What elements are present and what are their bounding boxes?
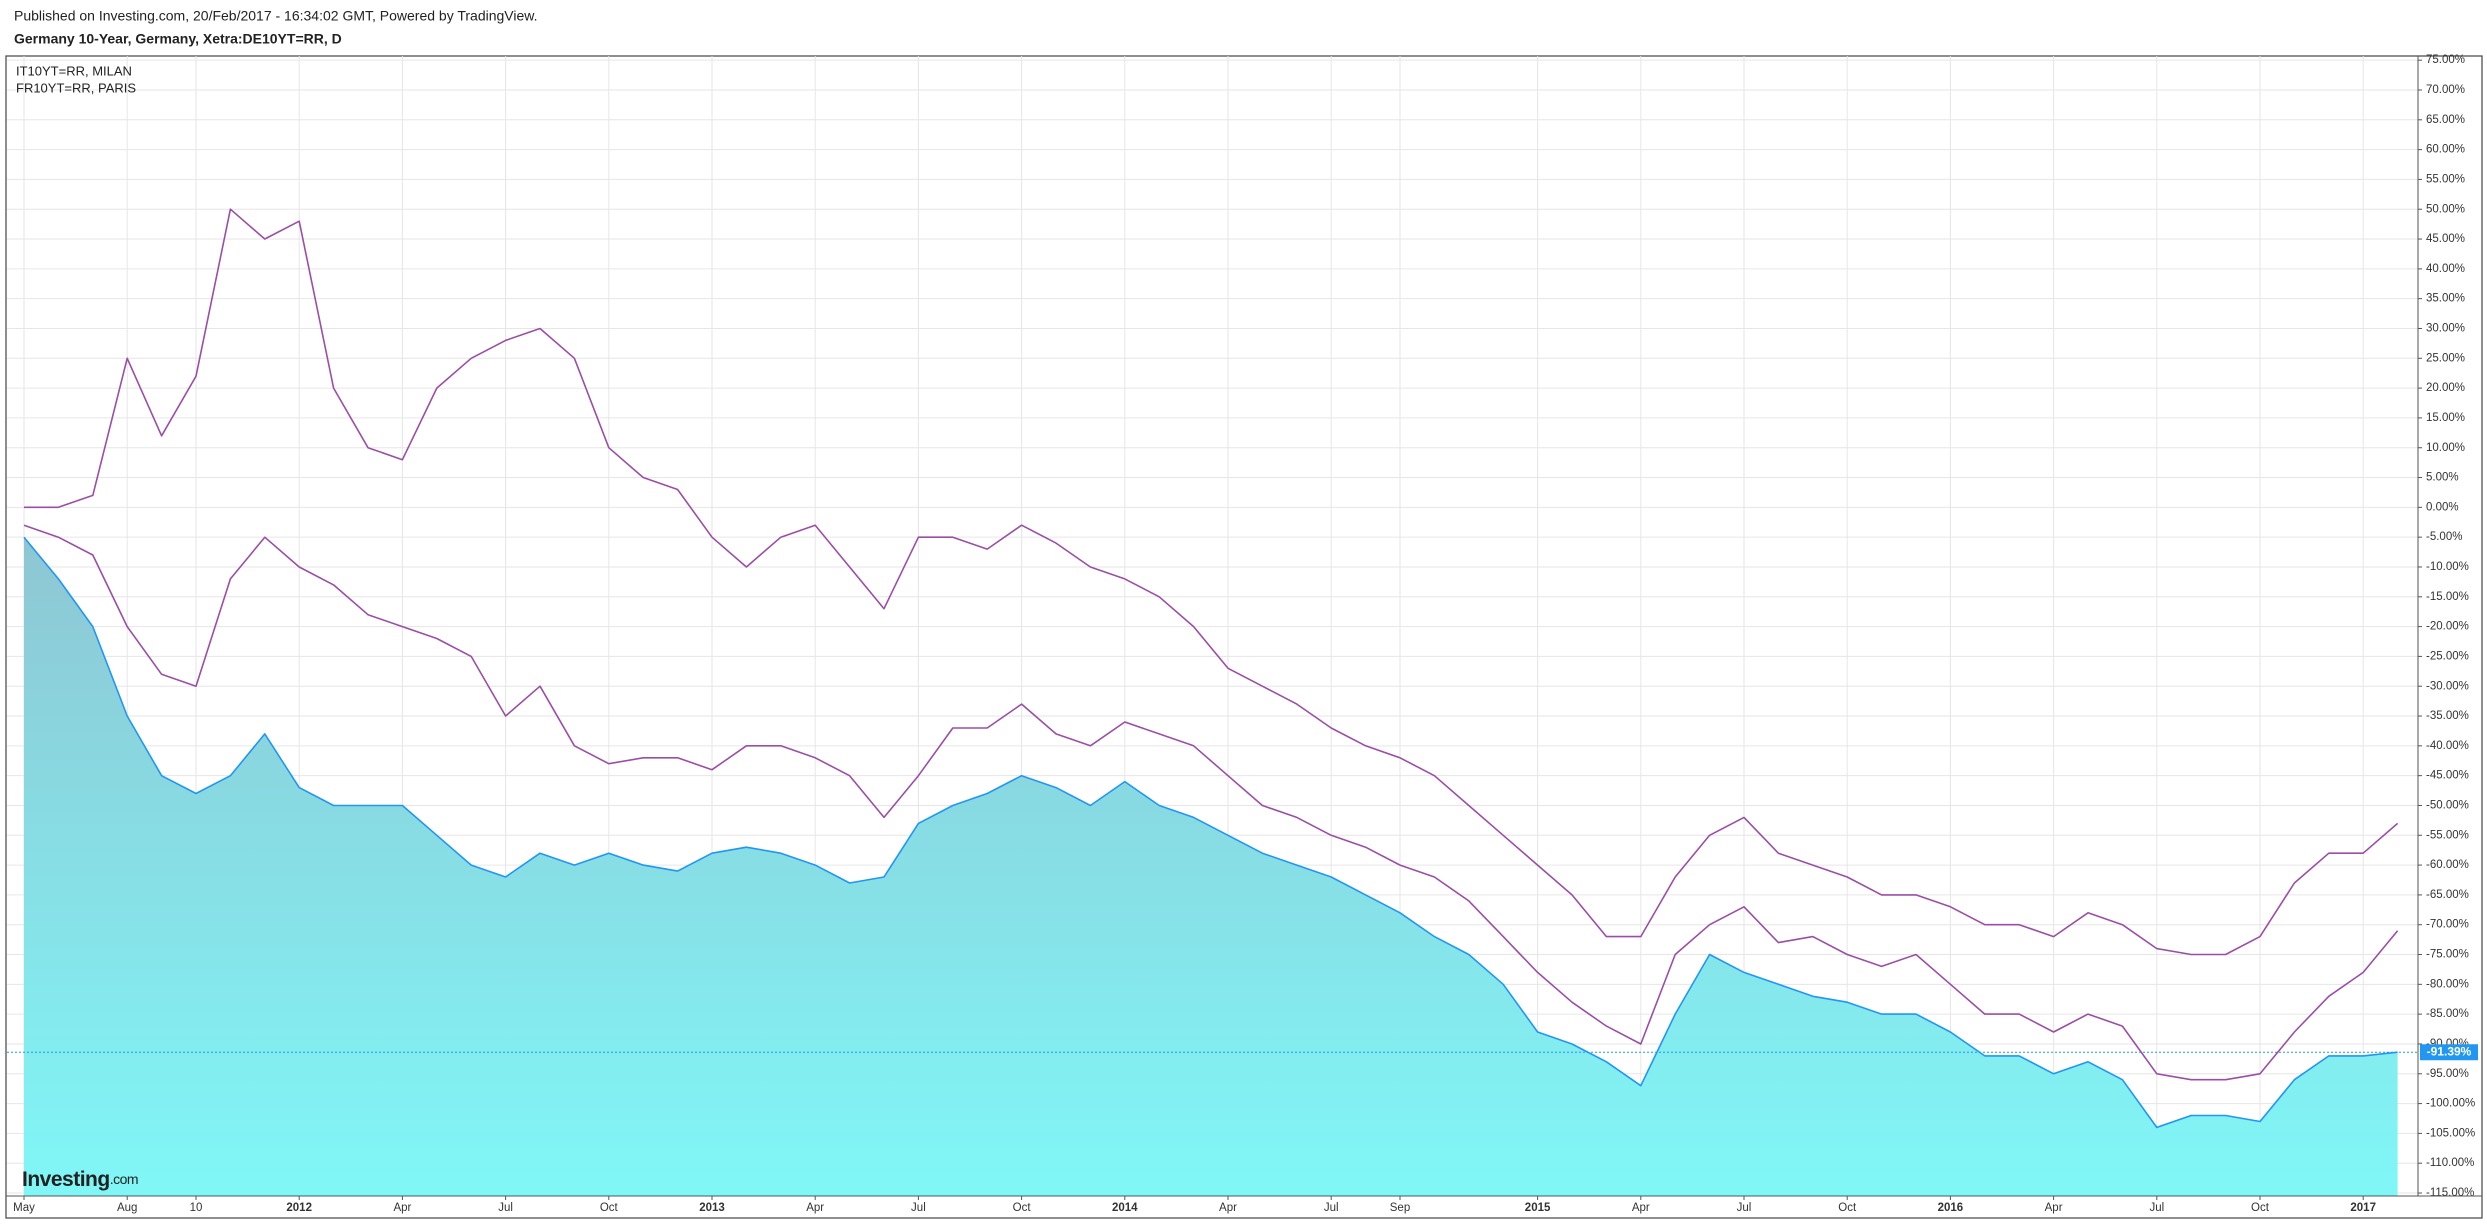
x-tick-label: Jul: [498, 1202, 513, 1214]
x-tick-label: Jul: [1737, 1202, 1752, 1214]
line: [23, 536, 2398, 1129]
y-tick-label: -20.00%: [2426, 621, 2469, 633]
y-tick-label: 55.00%: [2426, 173, 2465, 185]
y-tick-label: -45.00%: [2426, 770, 2469, 782]
x-tick-label: Oct: [600, 1202, 619, 1214]
x-tick-label: 2015: [1525, 1202, 1551, 1214]
y-tick-label: 45.00%: [2426, 233, 2465, 245]
x-tick-label: Sep: [1390, 1202, 1410, 1214]
y-tick-label: 20.00%: [2426, 382, 2465, 394]
y-tick-label: -10.00%: [2426, 561, 2469, 573]
y-tick-label: 65.00%: [2426, 114, 2465, 126]
y-tick-label: -40.00%: [2426, 740, 2469, 752]
y-tick-label: -30.00%: [2426, 680, 2469, 692]
x-tick-label: Apr: [1219, 1202, 1237, 1214]
y-tick-label: -95.00%: [2426, 1068, 2469, 1080]
y-tick-label: 50.00%: [2426, 203, 2465, 215]
x-tick-label: 2012: [286, 1202, 312, 1214]
legend-entry: IT10YT=RR, MILAN: [16, 63, 132, 78]
logo-suffix: .com: [110, 1171, 138, 1187]
x-tick-label: Jul: [911, 1202, 926, 1214]
y-tick-label: 75.00%: [2426, 54, 2465, 66]
y-tick-label: -5.00%: [2426, 531, 2462, 543]
x-tick-label: Apr: [2045, 1202, 2063, 1214]
chart-title: Germany 10-Year, Germany, Xetra:DE10YT=R…: [14, 31, 342, 47]
y-tick-label: -55.00%: [2426, 829, 2469, 841]
y-tick-label: -85.00%: [2426, 1008, 2469, 1020]
x-tick-label: 2013: [699, 1202, 725, 1214]
x-tick-label: Oct: [1013, 1202, 1032, 1214]
y-tick-label: -70.00%: [2426, 919, 2469, 931]
y-tick-label: -75.00%: [2426, 949, 2469, 961]
x-tick-label: 2014: [1112, 1202, 1138, 1214]
area: [24, 537, 2398, 1196]
y-tick-label: -15.00%: [2426, 591, 2469, 603]
y-tick-label: 30.00%: [2426, 323, 2465, 335]
last-value-label: -91.39%: [2427, 1044, 2472, 1058]
published-note: Published on Investing.com, 20/Feb/2017 …: [14, 8, 538, 24]
y-tick-label: -100.00%: [2426, 1098, 2475, 1110]
x-tick-label: 2017: [2350, 1202, 2376, 1214]
series-layer: [7, 208, 2418, 1196]
x-tick-label: Apr: [806, 1202, 824, 1214]
y-tick-label: 40.00%: [2426, 263, 2465, 275]
x-tick-label: 10: [190, 1202, 203, 1214]
y-tick-label: 0.00%: [2426, 501, 2459, 513]
y-tick-label: 15.00%: [2426, 412, 2465, 424]
x-tick-label: Apr: [1632, 1202, 1650, 1214]
y-tick-label: -65.00%: [2426, 889, 2469, 901]
y-tick-label: 60.00%: [2426, 144, 2465, 156]
last-value-box: [2420, 1044, 2478, 1061]
x-tick-label: Oct: [1838, 1202, 1857, 1214]
x-tick-label: 2016: [1938, 1202, 1964, 1214]
y-tick-label: -35.00%: [2426, 710, 2469, 722]
y-tick-label: 35.00%: [2426, 293, 2465, 305]
legend-entry: FR10YT=RR, PARIS: [16, 80, 136, 95]
y-tick-label: 10.00%: [2426, 442, 2465, 454]
y-tick-label: 70.00%: [2426, 84, 2465, 96]
line: [24, 208, 2399, 956]
y-tick-label: -105.00%: [2426, 1127, 2475, 1139]
chart-frame: [5, 55, 2483, 1219]
x-tick-label: Jul: [1324, 1202, 1339, 1214]
x-tick-label: May: [13, 1202, 35, 1214]
line: [23, 524, 2399, 1081]
y-tick-label: 5.00%: [2426, 472, 2459, 484]
y-tick-label: -115.00%: [2426, 1187, 2474, 1199]
x-tick-label: Apr: [393, 1202, 411, 1214]
logo: Investing.com: [22, 1168, 138, 1191]
y-tick-label: -60.00%: [2426, 859, 2469, 871]
x-tick-label: Aug: [117, 1202, 137, 1214]
axis-layer: 75.00% 70.00% 65.00% 60.00% 55.00% 50.00% 45.0…: [6, 54, 2482, 1214]
y-tick-label: -110.00%: [2426, 1157, 2474, 1169]
x-tick-label: Oct: [2251, 1202, 2270, 1214]
x-tick-label: Jul: [2149, 1202, 2164, 1214]
logo-name: Investing: [22, 1168, 110, 1191]
y-tick-label: -80.00%: [2426, 978, 2469, 990]
y-tick-label: 25.00%: [2426, 352, 2465, 364]
y-tick-label: -50.00%: [2426, 799, 2469, 811]
y-tick-label: -25.00%: [2426, 650, 2469, 662]
